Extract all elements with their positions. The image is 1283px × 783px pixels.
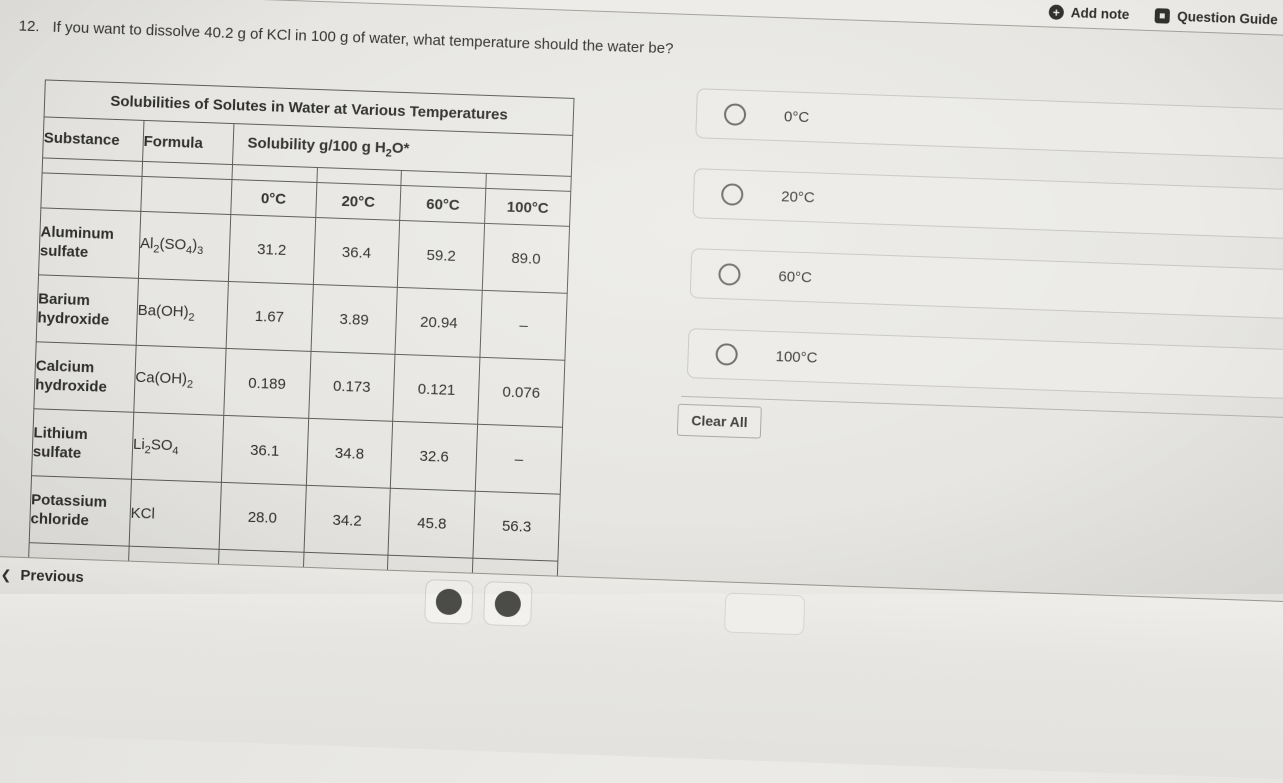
formula-cell: Al2(SO4)3 [138,211,231,282]
answer-option[interactable]: 100°C [686,328,1283,403]
previous-button[interactable]: ❮ Previous [0,566,84,586]
solubility-value-cell: 34.8 [305,418,394,489]
column-header-substance: Substance [42,116,144,162]
option-label: 100°C [775,347,818,367]
substance-cell: Calcium hydroxide [33,341,137,413]
column-header-formula: Formula [142,120,234,165]
clear-all-button[interactable]: Clear All [676,403,763,439]
solubility-value-cell: 89.0 [482,223,570,294]
formula-cell: Li2SO4 [131,412,224,483]
substance-cell: Potassium chloride [29,475,132,547]
substance-cell: Barium hydroxide [36,274,139,346]
bottom-toolbar-button-2[interactable] [483,581,533,627]
question-guide-button[interactable]: Question Guide [1154,8,1278,28]
add-note-button[interactable]: + Add note [1048,4,1130,23]
radio-icon[interactable] [718,263,741,286]
temp-header: 60°C [400,185,486,224]
solubility-value-cell: 34.2 [303,485,391,556]
answer-options: 0°C 20°C 60°C 100°C [686,88,1283,432]
solubility-value-cell: 0.121 [393,354,481,425]
toolbar-actions: + Add note Question Guide [1048,4,1278,28]
option-label: 0°C [783,107,810,126]
question-guide-icon [1154,8,1171,24]
temp-header: 100°C [484,188,571,227]
solubility-value-cell: 1.67 [225,281,313,352]
question: 12. If you want to dissolve 40.2 g of KC… [18,16,678,61]
solubility-value-cell: 3.89 [310,284,398,355]
solubility-value-cell: 32.6 [390,421,478,492]
add-note-label: Add note [1070,5,1130,23]
bottom-toolbar-button-3[interactable] [723,592,806,636]
question-number: 12. [18,17,40,36]
solubility-value-cell: 36.4 [312,217,401,288]
radio-icon[interactable] [723,103,747,126]
radio-icon[interactable] [720,183,744,206]
answer-option[interactable]: 60°C [689,248,1283,323]
substance-cell: Lithium sulfate [31,408,134,480]
circle-icon [494,590,522,618]
previous-label: Previous [20,566,85,587]
solubility-table: Solubilities of Solutes in Water at Vari… [27,79,575,609]
solubility-value-cell: – [475,424,563,495]
solubility-value-cell: 0.076 [477,357,565,428]
temp-header: 0°C [230,179,317,218]
radio-icon[interactable] [715,343,739,366]
solubility-value-cell: 0.189 [223,348,311,419]
plus-circle-icon: + [1048,4,1065,20]
solubility-value-cell: 28.0 [218,482,306,553]
formula-cell: Ca(OH)2 [133,345,226,416]
formula-cell: Ba(OH)2 [136,278,229,349]
solubility-value-cell: 31.2 [228,214,316,285]
option-label: 20°C [780,187,816,206]
solubility-value-cell: – [480,290,568,361]
solubility-value-cell: 56.3 [473,491,561,562]
question-text: If you want to dissolve 40.2 g of KCl in… [52,18,674,58]
formula-cell: KCl [129,479,222,550]
chevron-left-icon: ❮ [0,566,12,583]
circle-icon [435,588,463,616]
substance-cell: Aluminum sulfate [38,207,141,279]
answer-option[interactable]: 20°C [692,168,1283,243]
temp-header: 20°C [315,182,402,221]
question-guide-label: Question Guide [1176,8,1278,28]
footer-bar: ❮ Previous [0,552,1283,783]
option-label: 60°C [778,267,813,286]
solubility-value-cell: 36.1 [221,415,309,486]
solubility-value-cell: 45.8 [388,488,476,559]
solubility-value-cell: 0.173 [308,351,396,422]
solubility-value-cell: 20.94 [395,287,483,358]
bottom-nav-buttons [424,579,806,636]
answer-option[interactable]: 0°C [695,88,1283,163]
bottom-toolbar-button-1[interactable] [424,579,474,625]
solubility-value-cell: 59.2 [397,220,485,291]
